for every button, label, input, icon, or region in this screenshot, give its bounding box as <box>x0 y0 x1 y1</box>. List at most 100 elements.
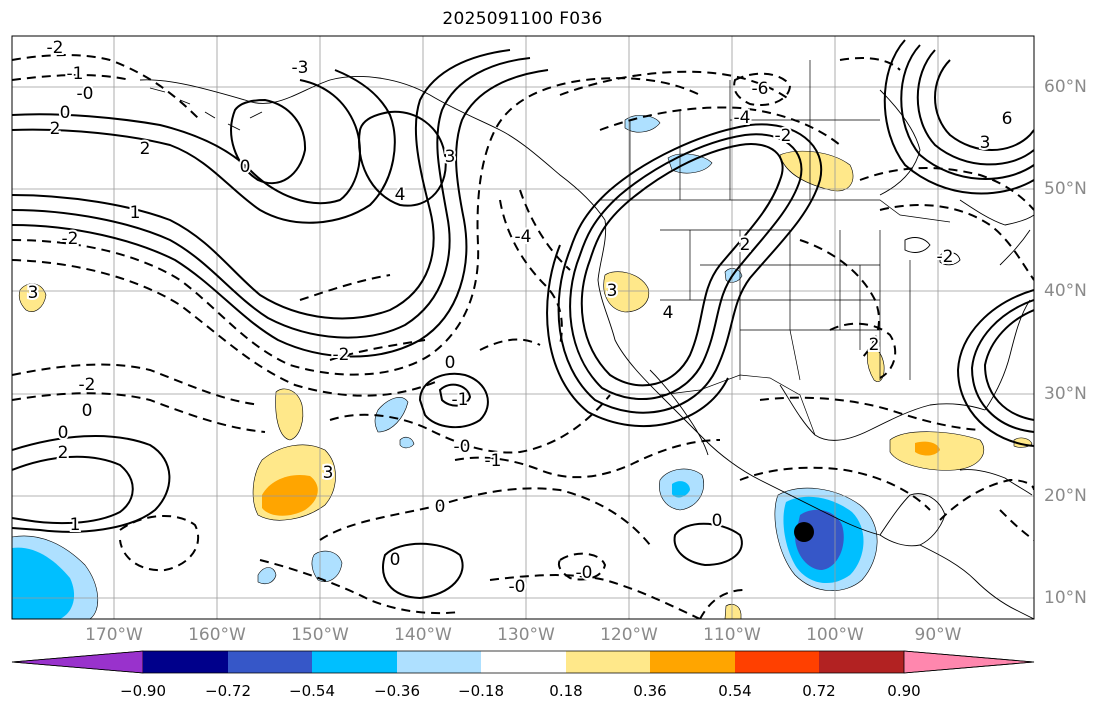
contour-neg-12 <box>454 439 721 479</box>
contour-pos-21 <box>382 542 464 600</box>
colorbar-cell-9 <box>819 651 904 673</box>
clabel-ai: 0 <box>390 550 401 570</box>
contour-neg-6 <box>119 514 200 572</box>
lon-label-90w: 90°W <box>914 625 962 645</box>
clabel-an: 3 <box>323 463 334 483</box>
colorbar-label-6: 0.36 <box>633 682 667 700</box>
contour-neg-15 <box>559 70 791 101</box>
contour-pos-16 <box>956 289 1034 447</box>
coast-alaska <box>139 76 606 221</box>
lat-label-30n: 30°N <box>1044 384 1087 404</box>
contour-pos-14 <box>983 309 1034 421</box>
contour-pos-22 <box>673 522 743 567</box>
shade-lightblue-d <box>257 567 277 585</box>
clabel-ad: -1 <box>452 390 469 410</box>
colorbar-cell-8 <box>735 651 819 673</box>
borders <box>600 60 951 436</box>
colorbar-cell-6 <box>566 651 650 673</box>
gridlines <box>12 36 1034 619</box>
clabel-a: -2 <box>47 38 64 58</box>
colorbar-label-7: 0.54 <box>718 682 752 700</box>
contour-pos-15 <box>970 299 1034 433</box>
lon-label-170w: 170°W <box>85 625 143 645</box>
map-frame <box>11 35 1035 620</box>
contour-neg-30 <box>699 589 746 619</box>
coast-west-us <box>597 219 881 536</box>
contour-neg-3 <box>12 259 441 397</box>
contour-pos-3 <box>12 49 511 320</box>
coast-cuba <box>959 469 1033 496</box>
clabel-r: 4 <box>395 185 406 205</box>
clabel-ag: 1 <box>70 515 81 535</box>
colorbar-cell-7 <box>650 651 735 673</box>
clabel-m: -4 <box>734 108 751 128</box>
clabel-aj: -0 <box>576 563 593 583</box>
colorbar-label-1: −0.72 <box>205 682 251 700</box>
contours-negative <box>12 54 1034 619</box>
contours-positive <box>12 39 1034 600</box>
clabel-al: -2 <box>937 247 954 267</box>
colorbar-cell-0 <box>11 650 144 674</box>
clabel-aa: -0 <box>454 437 471 457</box>
contour-neg-13 <box>499 199 563 346</box>
contour-pos-5 <box>12 69 549 358</box>
colorbar-label-2: −0.54 <box>289 682 335 700</box>
clabel-b: -1 <box>67 64 84 84</box>
contour-pos-17 <box>12 434 171 533</box>
shade-lightblue-c <box>311 550 343 582</box>
colorbar-label-4: −0.18 <box>458 682 504 700</box>
clabel-p: 3 <box>980 133 991 153</box>
contour-pos-23 <box>230 98 307 185</box>
colorbar-label-8: 0.72 <box>802 682 836 700</box>
colorbar-cell-10 <box>903 650 1035 674</box>
clabel-n: -2 <box>775 126 792 146</box>
shade-orange-gulf <box>915 441 940 456</box>
contour-neg-2 <box>12 77 701 376</box>
clabel-h: 1 <box>130 203 141 223</box>
lon-label-130w: 130°W <box>497 625 555 645</box>
coast-gulf <box>779 384 986 441</box>
contour-neg-26 <box>999 509 1034 541</box>
contour-neg-7 <box>329 394 611 454</box>
contour-pos-1 <box>12 79 361 205</box>
contour-pos-2 <box>12 69 396 224</box>
contour-neg-19 <box>859 167 1034 211</box>
lat-label-60n: 60°N <box>1044 77 1087 97</box>
lon-label-110w: 110°W <box>703 625 761 645</box>
contour-neg-25 <box>939 478 1034 521</box>
contour-neg-27 <box>12 74 131 81</box>
clabel-u: -4 <box>515 227 532 247</box>
lat-label-50n: 50°N <box>1044 179 1087 199</box>
contour-neg-9 <box>259 559 461 615</box>
clabel-l: -6 <box>752 79 769 99</box>
contour-pos-18 <box>12 455 134 525</box>
coast-hudson <box>879 89 1034 226</box>
clabel-e: 2 <box>50 119 61 139</box>
colorbar-cell-2 <box>228 651 312 673</box>
map-title: 2025091100 F036 <box>442 9 603 29</box>
colorbar <box>11 650 1035 674</box>
contour-neg-23 <box>739 466 931 511</box>
colorbar-outline <box>11 650 1035 674</box>
contour-neg-1 <box>12 54 201 121</box>
contour-pos-6 <box>580 143 784 387</box>
contours <box>12 39 1034 619</box>
colorbar-label-9: 0.90 <box>887 682 921 700</box>
clabel-t: 0 <box>240 157 251 177</box>
shade-cyan-mid <box>672 481 690 498</box>
contour-neg-22 <box>829 322 897 379</box>
clabel-q: -3 <box>292 58 309 78</box>
clabel-z: 2 <box>740 235 751 255</box>
clabel-am: 2 <box>869 335 880 355</box>
contour-pos-24 <box>358 110 447 207</box>
clabel-y: 4 <box>663 303 674 323</box>
lat-label-10n: 10°N <box>1044 588 1087 608</box>
contour-pos-19 <box>418 372 489 429</box>
lon-label-100w: 100°W <box>806 625 864 645</box>
shade-lightblue-b <box>399 436 415 449</box>
clabel-g: -2 <box>62 229 79 249</box>
shade-yellow-california <box>603 271 650 313</box>
clabel-j: 0 <box>82 401 93 421</box>
colorbar-label-0: −0.90 <box>120 682 166 700</box>
